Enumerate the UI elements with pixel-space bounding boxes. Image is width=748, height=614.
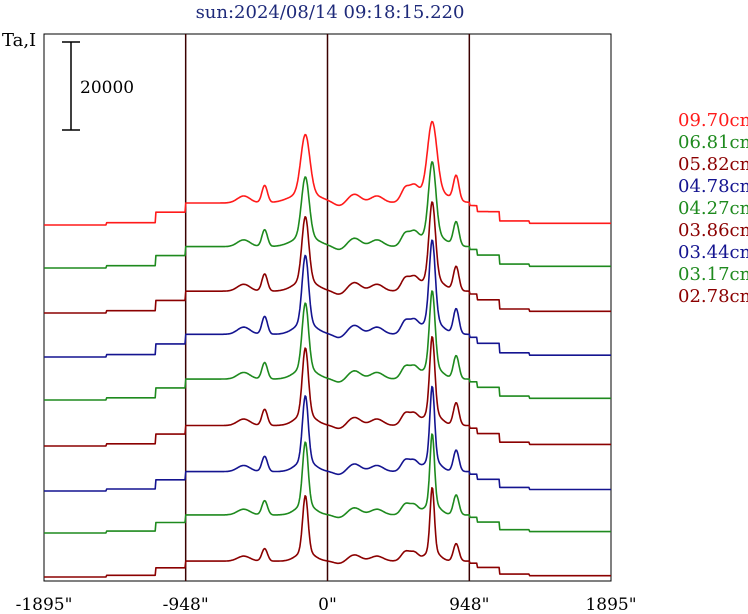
x-tick-label: 1895" bbox=[585, 595, 636, 614]
y-axis-label: Ta,I bbox=[2, 30, 37, 51]
x-tick-label: -948" bbox=[163, 595, 209, 614]
scale-bar: 20000 bbox=[62, 41, 134, 131]
legend-entry: 09.70cm bbox=[678, 110, 748, 131]
series-line-03.86cm bbox=[43, 336, 612, 447]
series-line-03.44cm bbox=[43, 385, 612, 492]
reference-lines bbox=[184, 34, 471, 581]
x-tick-label: -1895" bbox=[16, 595, 73, 614]
series-line-06.81cm bbox=[43, 161, 612, 269]
legend-entry: 06.81cm bbox=[678, 132, 748, 153]
chart-title: sun:2024/08/14 09:18:15.220 bbox=[195, 2, 465, 23]
legend-entry: 03.17cm bbox=[678, 264, 748, 285]
x-tick-labels: -1895" -948" 0" 948" 1895" bbox=[16, 595, 637, 614]
traces bbox=[43, 120, 612, 578]
series-line-02.78cm bbox=[43, 487, 612, 578]
legend-entry: 05.82cm bbox=[678, 154, 748, 175]
legend-entry: 04.78cm bbox=[678, 176, 748, 197]
series-line-09.70cm bbox=[43, 120, 612, 226]
series-line-03.17cm bbox=[43, 433, 612, 534]
x-tick-label: 0" bbox=[318, 595, 337, 614]
legend-entry: 03.86cm bbox=[678, 220, 748, 241]
scale-bar-label: 20000 bbox=[80, 78, 134, 98]
legend-entry: 04.27cm bbox=[678, 198, 748, 219]
legend: 09.70cm06.81cm05.82cm04.78cm04.27cm03.86… bbox=[678, 110, 748, 308]
x-tick-label: 948" bbox=[449, 595, 489, 614]
series-line-04.27cm bbox=[43, 290, 612, 401]
series-line-05.82cm bbox=[43, 201, 612, 314]
legend-entry: 02.78cm bbox=[678, 286, 748, 307]
legend-entry: 03.44cm bbox=[678, 242, 748, 263]
series-line-04.78cm bbox=[43, 239, 612, 358]
